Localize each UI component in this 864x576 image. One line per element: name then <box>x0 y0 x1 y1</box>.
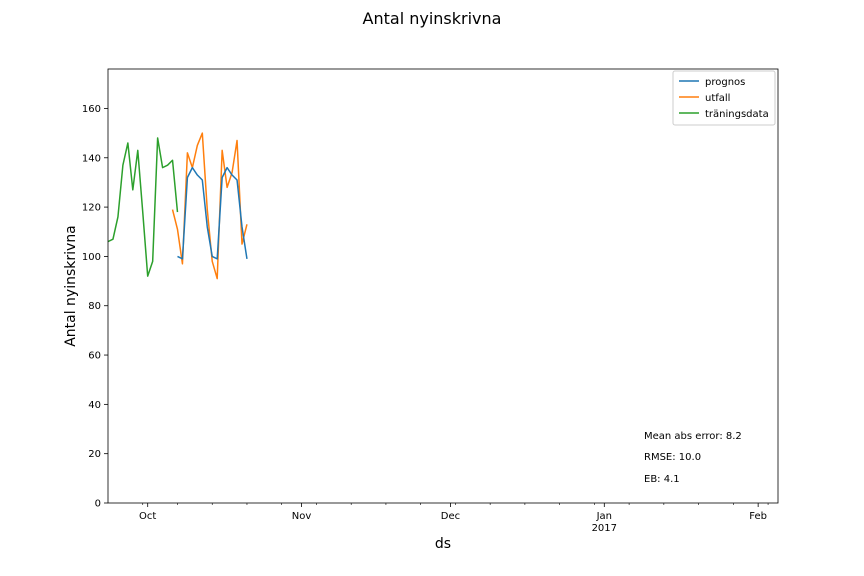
axes-frame <box>107 68 779 504</box>
x-tick-label: Dec <box>441 511 460 522</box>
legend: prognos utfall träningsdata <box>672 70 776 126</box>
legend-frame <box>672 70 776 126</box>
x-tick-label: Jan <box>596 511 612 522</box>
y-tick-label: 0 <box>95 499 101 510</box>
y-tick-label: 100 <box>82 252 101 263</box>
y-axis-label: Antal nyinskrivna <box>63 225 79 347</box>
series-line-traningsdata <box>107 137 179 277</box>
legend-label-traningsdata: träningsdata <box>705 109 769 120</box>
metrics-annotations: Mean abs error: 8.2 RMSE: 10.0 EB: 4.1 <box>644 431 742 485</box>
x-axis-label: ds <box>435 536 451 552</box>
x-tick-label: Nov <box>292 511 312 522</box>
legend-label-utfall: utfall <box>705 93 730 104</box>
y-tick-label: 40 <box>88 400 101 411</box>
series-line-prognos <box>177 166 248 260</box>
y-tick-label: 160 <box>82 104 101 115</box>
y-tick-label: 140 <box>82 153 101 164</box>
y-tick-label: 80 <box>88 301 101 312</box>
y-tick-label: 120 <box>82 203 101 214</box>
x-tick-label: Oct <box>139 511 156 522</box>
annotation-eb: EB: 4.1 <box>644 474 680 485</box>
x-tick-label: Feb <box>749 511 767 522</box>
annotation-mae: Mean abs error: 8.2 <box>644 431 742 442</box>
legend-label-prognos: prognos <box>705 77 745 88</box>
y-tick-label: 60 <box>88 351 101 362</box>
chart-title: Antal nyinskrivna <box>363 9 502 28</box>
annotation-rmse: RMSE: 10.0 <box>644 452 701 463</box>
y-tick-label: 20 <box>88 449 101 460</box>
x-tick-sublabel: 2017 <box>592 523 617 534</box>
